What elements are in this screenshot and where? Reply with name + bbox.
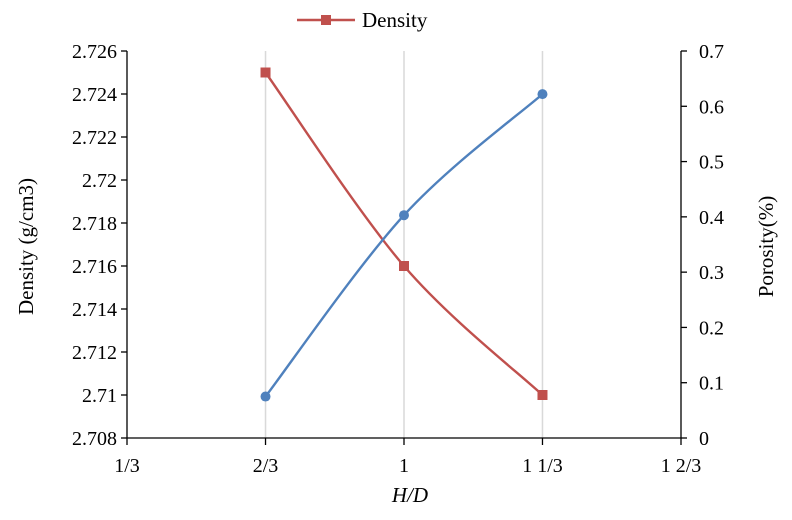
- y-left-tick-label: 2.722: [72, 127, 117, 149]
- series-2-point: [537, 89, 548, 100]
- y-left-tick-label: 2.718: [72, 213, 117, 235]
- series-2-point: [399, 210, 409, 221]
- y-right-tick-label: 0.2: [699, 317, 724, 339]
- y-right-axis-title: Porosity(%): [754, 196, 778, 298]
- y-right-tick-label: 0.6: [699, 96, 724, 118]
- y-left-tick-label: 2.712: [72, 342, 117, 364]
- y-left-axis-title: Density (g/cm3): [14, 178, 38, 315]
- y-left-tick-label: 2.708: [72, 428, 117, 450]
- density-point: [399, 261, 409, 271]
- y-left-tick-label: 2.716: [72, 256, 117, 278]
- x-tick-label: 2/3: [253, 455, 279, 477]
- legend-marker: [321, 15, 331, 25]
- y-right-tick-label: 0: [699, 428, 709, 450]
- y-right-tick-label: 0.1: [699, 373, 724, 395]
- y-right-tick-label: 0.7: [699, 41, 724, 63]
- density-point: [260, 67, 271, 78]
- legend-label: Density: [362, 8, 428, 32]
- x-tick-label: 1/3: [114, 455, 140, 477]
- y-right-tick-label: 0.5: [699, 152, 724, 174]
- y-left-tick-label: 2.71: [82, 385, 117, 407]
- y-left-tick-label: 2.72: [82, 170, 117, 192]
- y-right-tick-label: 0.3: [699, 262, 724, 284]
- x-tick-label: 1 1/3: [522, 455, 563, 477]
- density-point: [537, 390, 548, 400]
- y-left-tick-label: 2.724: [72, 84, 117, 106]
- series-2-point: [260, 391, 271, 402]
- x-axis-title: H/D: [391, 483, 428, 507]
- y-left-tick-label: 2.726: [72, 41, 117, 63]
- x-tick-label: 1 2/3: [661, 455, 702, 477]
- x-tick-label: 1: [399, 455, 409, 477]
- y-right-tick-label: 0.4: [699, 207, 724, 229]
- y-left-tick-label: 2.714: [72, 299, 117, 321]
